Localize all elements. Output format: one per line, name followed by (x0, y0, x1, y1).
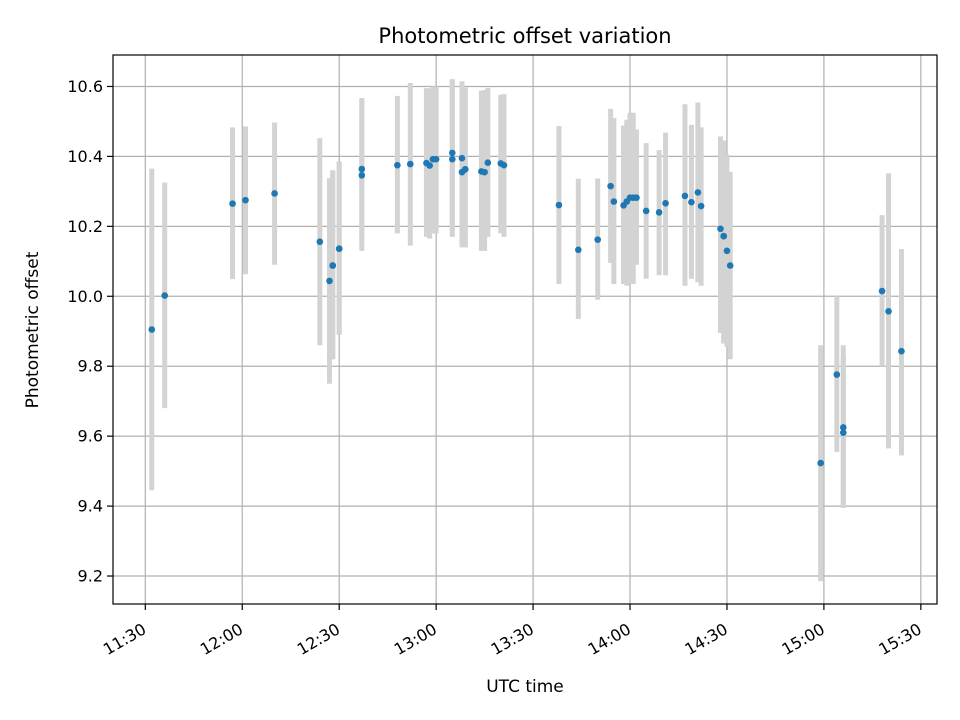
data-point (394, 161, 401, 169)
data-point (697, 202, 705, 210)
data-point (726, 262, 734, 269)
data-point (720, 232, 728, 240)
data-point (817, 459, 824, 467)
data-point (575, 246, 582, 254)
data-point (329, 262, 337, 269)
data-point (148, 326, 156, 333)
data-point (481, 168, 488, 176)
data-point (448, 149, 456, 157)
data-point (484, 159, 492, 167)
data-point (161, 292, 169, 299)
data-point (242, 196, 249, 204)
data-point (662, 199, 669, 207)
data-point (326, 277, 333, 285)
y-tick-label: 10.4 (67, 147, 103, 166)
data-point (898, 347, 905, 355)
data-point (335, 245, 343, 253)
gridlines (113, 55, 937, 604)
y-axis: 9.2 9.4 9.6 9.8 10.0 10.2 10.4 10.6 (67, 77, 113, 586)
data-point (358, 165, 366, 173)
data-point (500, 161, 508, 169)
data-point (839, 424, 847, 431)
data-point (694, 189, 702, 196)
data-point (839, 429, 847, 436)
data-point (885, 308, 892, 315)
data-point (458, 154, 466, 162)
data-point (316, 238, 324, 246)
data-point (688, 198, 695, 206)
data-point (723, 247, 731, 255)
x-axis-label: UTC time (486, 677, 564, 697)
data-point (607, 182, 614, 190)
y-tick-label: 10.2 (67, 217, 103, 236)
data-point (426, 162, 433, 169)
data-point (229, 200, 236, 207)
plot-frame (112, 54, 938, 605)
data-point (271, 190, 278, 197)
chart-title: Photometric offset variation (378, 24, 671, 48)
y-tick-label: 9.2 (78, 567, 103, 586)
data-points (148, 149, 905, 467)
data-point (878, 287, 886, 295)
data-point (358, 171, 366, 179)
y-tick-label: 9.6 (78, 427, 103, 446)
data-point (594, 236, 602, 243)
data-point (633, 194, 640, 201)
data-point (406, 160, 414, 168)
data-point (833, 371, 841, 378)
data-point (448, 155, 456, 163)
data-point (681, 192, 689, 200)
y-tick-label: 10.0 (67, 287, 103, 306)
y-tick-label: 9.8 (78, 357, 103, 376)
data-point (610, 198, 618, 205)
data-point (432, 155, 440, 163)
y-tick-label: 10.6 (67, 77, 103, 96)
data-point (642, 207, 650, 215)
data-point (655, 209, 663, 216)
y-tick-label: 9.4 (78, 497, 103, 516)
y-axis-label: Photometric offset (23, 251, 43, 408)
data-point (461, 166, 469, 173)
data-point (555, 201, 563, 209)
data-point (717, 225, 724, 233)
